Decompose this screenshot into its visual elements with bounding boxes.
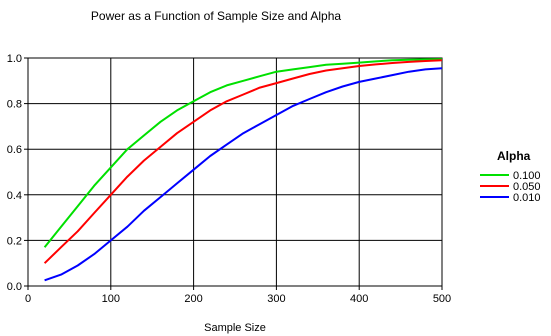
- y-tick-label: 0.4: [7, 190, 22, 202]
- series-line-0.010: [44, 67, 443, 282]
- x-tick-label: 200: [184, 293, 202, 305]
- grid: [27, 57, 443, 287]
- x-tick-label: 0: [25, 293, 31, 305]
- legend-label: 0.010: [513, 192, 541, 204]
- x-axis-label: Sample Size: [204, 322, 266, 334]
- series-lines: [43, 58, 443, 282]
- legend-title: Alpha: [497, 149, 531, 163]
- series-line-0.100: [43, 58, 443, 248]
- y-tick-label: 1.0: [7, 53, 22, 65]
- chart-title: Power as a Function of Sample Size and A…: [91, 9, 341, 23]
- y-tick-label: 0.2: [7, 235, 22, 247]
- axis-ticks: 0 100 200 300 400 500 0.0 0.2 0.4 0.6 0.8 1.0: [7, 53, 451, 305]
- plot-area: [27, 57, 443, 287]
- y-tick-label: 0.8: [7, 99, 22, 111]
- x-tick-label: 300: [267, 293, 285, 305]
- series-line-0.050: [43, 59, 443, 264]
- legend-label: 0.050: [513, 181, 541, 193]
- y-tick-label: 0.0: [7, 281, 22, 293]
- x-tick-label: 500: [433, 293, 451, 305]
- x-tick-label: 400: [350, 293, 368, 305]
- legend-label: 0.100: [513, 170, 541, 182]
- x-tick-label: 100: [102, 293, 120, 305]
- y-tick-label: 0.6: [7, 144, 22, 156]
